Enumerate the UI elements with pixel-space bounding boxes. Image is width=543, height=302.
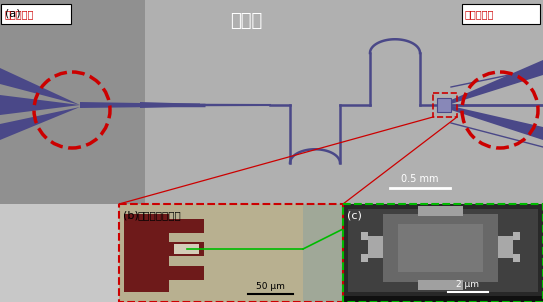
Text: (b): (b) (123, 210, 139, 220)
Bar (0, 0, 145, 204)
Text: (c): (c) (347, 210, 362, 220)
Bar (418, 280, 463, 290)
Bar (437, 98, 451, 112)
Text: 制御ポート: 制御ポート (465, 9, 494, 19)
Bar (303, 204, 343, 302)
Bar (433, 93, 457, 117)
Bar (383, 214, 498, 282)
Text: 50 μm: 50 μm (256, 282, 285, 291)
Bar (169, 266, 204, 280)
Polygon shape (0, 95, 80, 115)
Bar (348, 209, 538, 292)
Polygon shape (451, 106, 543, 140)
Polygon shape (140, 102, 260, 108)
Text: 入力ポート: 入力ポート (5, 9, 34, 19)
Bar (513, 254, 520, 262)
Bar (119, 204, 343, 302)
Bar (343, 296, 543, 302)
Bar (498, 236, 513, 258)
Bar (462, 4, 540, 24)
Text: 共振器: 共振器 (230, 12, 262, 30)
Bar (361, 254, 368, 262)
Bar (119, 204, 343, 302)
Bar (1, 4, 71, 24)
Text: (a): (a) (5, 8, 21, 18)
Polygon shape (0, 107, 80, 140)
Bar (169, 242, 204, 256)
Bar (398, 224, 483, 272)
Bar (513, 232, 520, 240)
Polygon shape (80, 103, 200, 107)
Polygon shape (451, 60, 543, 104)
Bar (368, 236, 383, 258)
Bar (174, 244, 199, 254)
Bar (343, 204, 543, 302)
Polygon shape (80, 102, 170, 108)
Text: 磁束量子ビット: 磁束量子ビット (137, 210, 181, 220)
Bar (343, 204, 543, 302)
Text: 0.5 mm: 0.5 mm (401, 174, 439, 184)
Bar (169, 219, 204, 233)
Bar (361, 232, 368, 240)
Bar (124, 214, 169, 292)
Bar (145, 0, 543, 204)
Polygon shape (0, 68, 80, 105)
Bar (418, 206, 463, 216)
Text: 2 μm: 2 μm (457, 280, 479, 289)
